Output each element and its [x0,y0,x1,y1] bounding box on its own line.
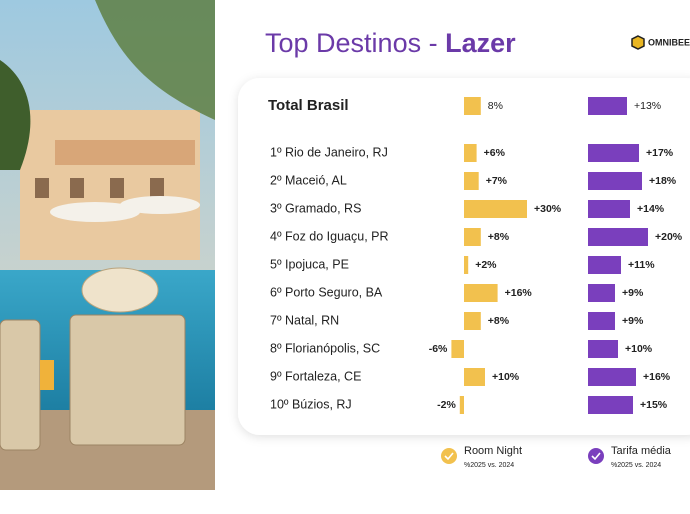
bar [459,396,464,414]
value-label: +13% [634,100,661,112]
value-label: +9% [622,287,644,299]
value-label: +2% [475,259,497,271]
legend-note: %2025 vs. 2024 [464,462,514,469]
bar [588,396,633,414]
value-label: +10% [492,371,520,383]
bar [464,97,481,115]
legend-marker [588,448,604,464]
bar [464,144,477,162]
category-label: Total Brasil [268,97,349,114]
legend-check [591,452,601,461]
category-label: 5º Ipojuca, PE [270,257,349,271]
value-label: +30% [534,203,562,215]
legend-label: Room Night [464,445,522,457]
bar [464,200,527,218]
value-label: +18% [649,175,677,187]
category-label: 7º Natal, RN [270,313,339,327]
category-label: 9º Fortaleza, CE [270,369,361,383]
value-label: +7% [486,175,508,187]
category-label: 8º Florianópolis, SC [270,341,380,355]
value-label: +16% [505,287,533,299]
bar [464,368,485,386]
bar [588,172,642,190]
legend-label: Tarifa média [611,445,672,457]
value-label: -6% [429,343,448,355]
title-text: Top Destinos - [265,28,438,58]
photo [0,0,215,490]
category-label: 10º Búzios, RJ [270,397,352,411]
plot: Total Brasil 8% +13% 1º Rio de Janeiro, RJ +… [268,97,683,469]
bar [588,97,627,115]
bar [464,284,498,302]
photo-palm [0,60,31,170]
value-label: +16% [643,371,671,383]
photo-roof [55,140,195,165]
value-label: +10% [625,343,653,355]
legend-note: %2025 vs. 2024 [611,462,661,469]
value-label: +9% [622,315,644,327]
photo-windows [35,178,164,198]
bar [464,172,479,190]
bar [588,200,630,218]
value-label: +17% [646,147,674,159]
category-label: 4º Foz do Iguaçu, PR [270,229,389,243]
value-label: +11% [628,259,655,271]
value-label: +8% [488,231,510,243]
category-label: 6º Porto Seguro, BA [270,285,383,299]
value-label: +14% [637,203,665,215]
bar [588,340,618,358]
bar [588,144,639,162]
photo-palm [95,0,215,120]
title: Top Destinos - Lazer [265,28,516,58]
photo-chair [69,314,186,446]
bar [588,228,648,246]
value-label: 8% [488,100,503,112]
photo-hat [81,267,159,313]
bar [451,340,464,358]
value-label: +6% [484,147,506,159]
value-label: +20% [655,231,683,243]
logo: OMNIBEE [648,37,690,47]
bar [588,284,615,302]
legend-check [444,452,454,461]
bar [588,256,621,274]
category-label: 3º Gramado, RS [270,201,361,215]
category-label: 1º Rio de Janeiro, RJ [270,145,388,159]
bar [464,256,469,274]
photo-chair [0,319,41,451]
bar [464,312,481,330]
logo-icon [631,35,645,50]
bar [588,368,636,386]
bar [588,312,615,330]
value-label: +15% [640,399,668,411]
legend-marker [441,448,457,464]
category-label: 2º Maceió, AL [270,173,347,187]
value-label: -2% [437,399,456,411]
photo-umbrella [50,202,140,222]
photo-drink [40,360,54,390]
value-label: +8% [488,315,510,327]
photo-umbrella [120,196,200,214]
title-highlight: Lazer [445,28,516,58]
bar [464,228,481,246]
